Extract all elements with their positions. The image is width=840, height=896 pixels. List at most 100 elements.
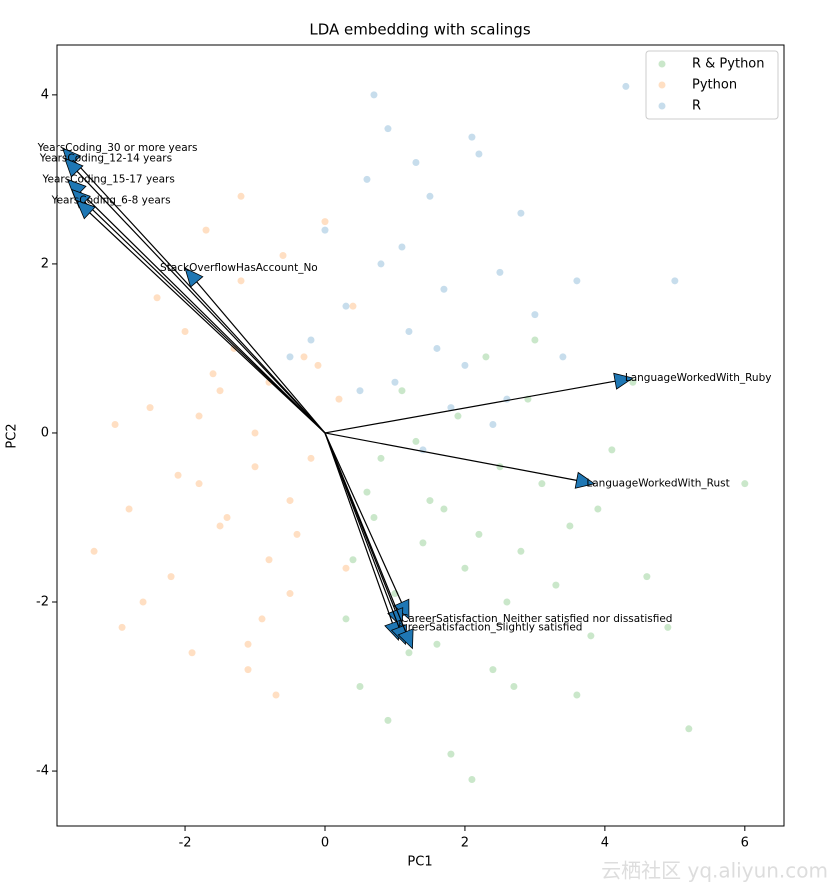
legend-marker <box>658 81 666 89</box>
arrow-head <box>64 157 84 178</box>
arrow-shaft <box>324 432 407 633</box>
legend-label: R & Python <box>692 57 765 72</box>
point <box>244 666 252 674</box>
point <box>384 125 392 133</box>
point <box>251 463 259 471</box>
point <box>363 175 371 183</box>
point <box>181 328 189 336</box>
point <box>608 446 616 454</box>
point <box>349 556 357 564</box>
point <box>573 691 581 699</box>
point <box>405 328 413 336</box>
y-axis-label: PC2 <box>5 423 20 448</box>
point <box>188 649 196 657</box>
arrow-label: YearsCoding_6-8 years <box>51 195 171 207</box>
point <box>216 387 224 395</box>
point <box>286 590 294 598</box>
point <box>741 480 749 488</box>
point <box>167 573 175 581</box>
point <box>447 404 455 412</box>
point <box>146 404 154 412</box>
y-tick-label: 4 <box>41 87 49 102</box>
point <box>202 226 210 234</box>
arrow-head <box>75 199 96 220</box>
point <box>342 564 350 572</box>
point <box>244 640 252 648</box>
arrow-shaft <box>74 160 326 434</box>
point <box>293 530 301 538</box>
arrow-label: YearsCoding_15-17 years <box>41 173 174 185</box>
arrow-label: YearsCoding_30 or more years <box>37 142 198 154</box>
arrow-shaft <box>79 191 326 434</box>
arrow-head <box>61 147 82 168</box>
point <box>566 522 574 530</box>
point <box>461 564 469 572</box>
point <box>363 488 371 496</box>
point <box>433 640 441 648</box>
point <box>209 370 217 378</box>
x-axis-label: PC1 <box>407 855 432 870</box>
point <box>139 598 147 606</box>
point <box>195 480 203 488</box>
point <box>265 556 273 564</box>
point <box>671 277 679 285</box>
arrow-head <box>574 471 596 489</box>
point <box>531 336 539 344</box>
point <box>426 497 434 505</box>
point <box>517 209 525 217</box>
point <box>412 158 420 166</box>
legend-marker <box>658 102 666 110</box>
arrow-shaft <box>76 170 326 434</box>
legend-box <box>645 50 779 120</box>
point <box>370 91 378 99</box>
point <box>503 395 511 403</box>
arrow-label: LanguageWorkedWith_Rust <box>586 478 729 490</box>
point <box>272 691 280 699</box>
point <box>356 683 364 691</box>
legend-label: Python <box>692 78 737 93</box>
point <box>440 285 448 293</box>
point <box>475 150 483 158</box>
y-tick-label: -4 <box>36 764 49 779</box>
watermark: 云栖社区 yq.aliyun.com <box>601 859 828 883</box>
point <box>489 421 497 429</box>
point <box>461 361 469 369</box>
legend: R & Python Python R <box>645 50 779 120</box>
point <box>153 294 161 302</box>
point <box>454 412 462 420</box>
point <box>468 133 476 141</box>
point <box>517 547 525 555</box>
point <box>307 336 315 344</box>
point <box>664 623 672 631</box>
point <box>594 505 602 513</box>
point <box>90 547 98 555</box>
point <box>482 353 490 361</box>
point <box>510 683 518 691</box>
point <box>342 615 350 623</box>
arrow-shaft <box>196 281 326 434</box>
arrow-label: CareerSatisfaction_Slightly satisfied <box>394 621 583 633</box>
arrow-label: YearsCoding_12-14 years <box>39 152 172 164</box>
y-tick-label: 0 <box>41 425 49 440</box>
point <box>300 353 308 361</box>
point <box>405 649 413 657</box>
point <box>356 387 364 395</box>
x-tick-label: 0 <box>321 836 329 851</box>
x-tick-label: 4 <box>601 836 609 851</box>
point <box>258 615 266 623</box>
point <box>559 353 567 361</box>
arrow-label: StackOverflowHasAccount_No <box>160 262 318 274</box>
point <box>489 666 497 674</box>
arrow-shaft <box>324 380 616 434</box>
point <box>412 437 420 445</box>
arrow-head <box>613 372 634 390</box>
point <box>279 251 287 259</box>
point <box>174 471 182 479</box>
point <box>223 513 231 521</box>
point <box>538 480 546 488</box>
x-tick-label: 2 <box>461 836 469 851</box>
arrow-label: CareerSatisfaction_Neither satisfied nor… <box>401 613 673 625</box>
point <box>440 505 448 513</box>
point <box>447 750 455 758</box>
